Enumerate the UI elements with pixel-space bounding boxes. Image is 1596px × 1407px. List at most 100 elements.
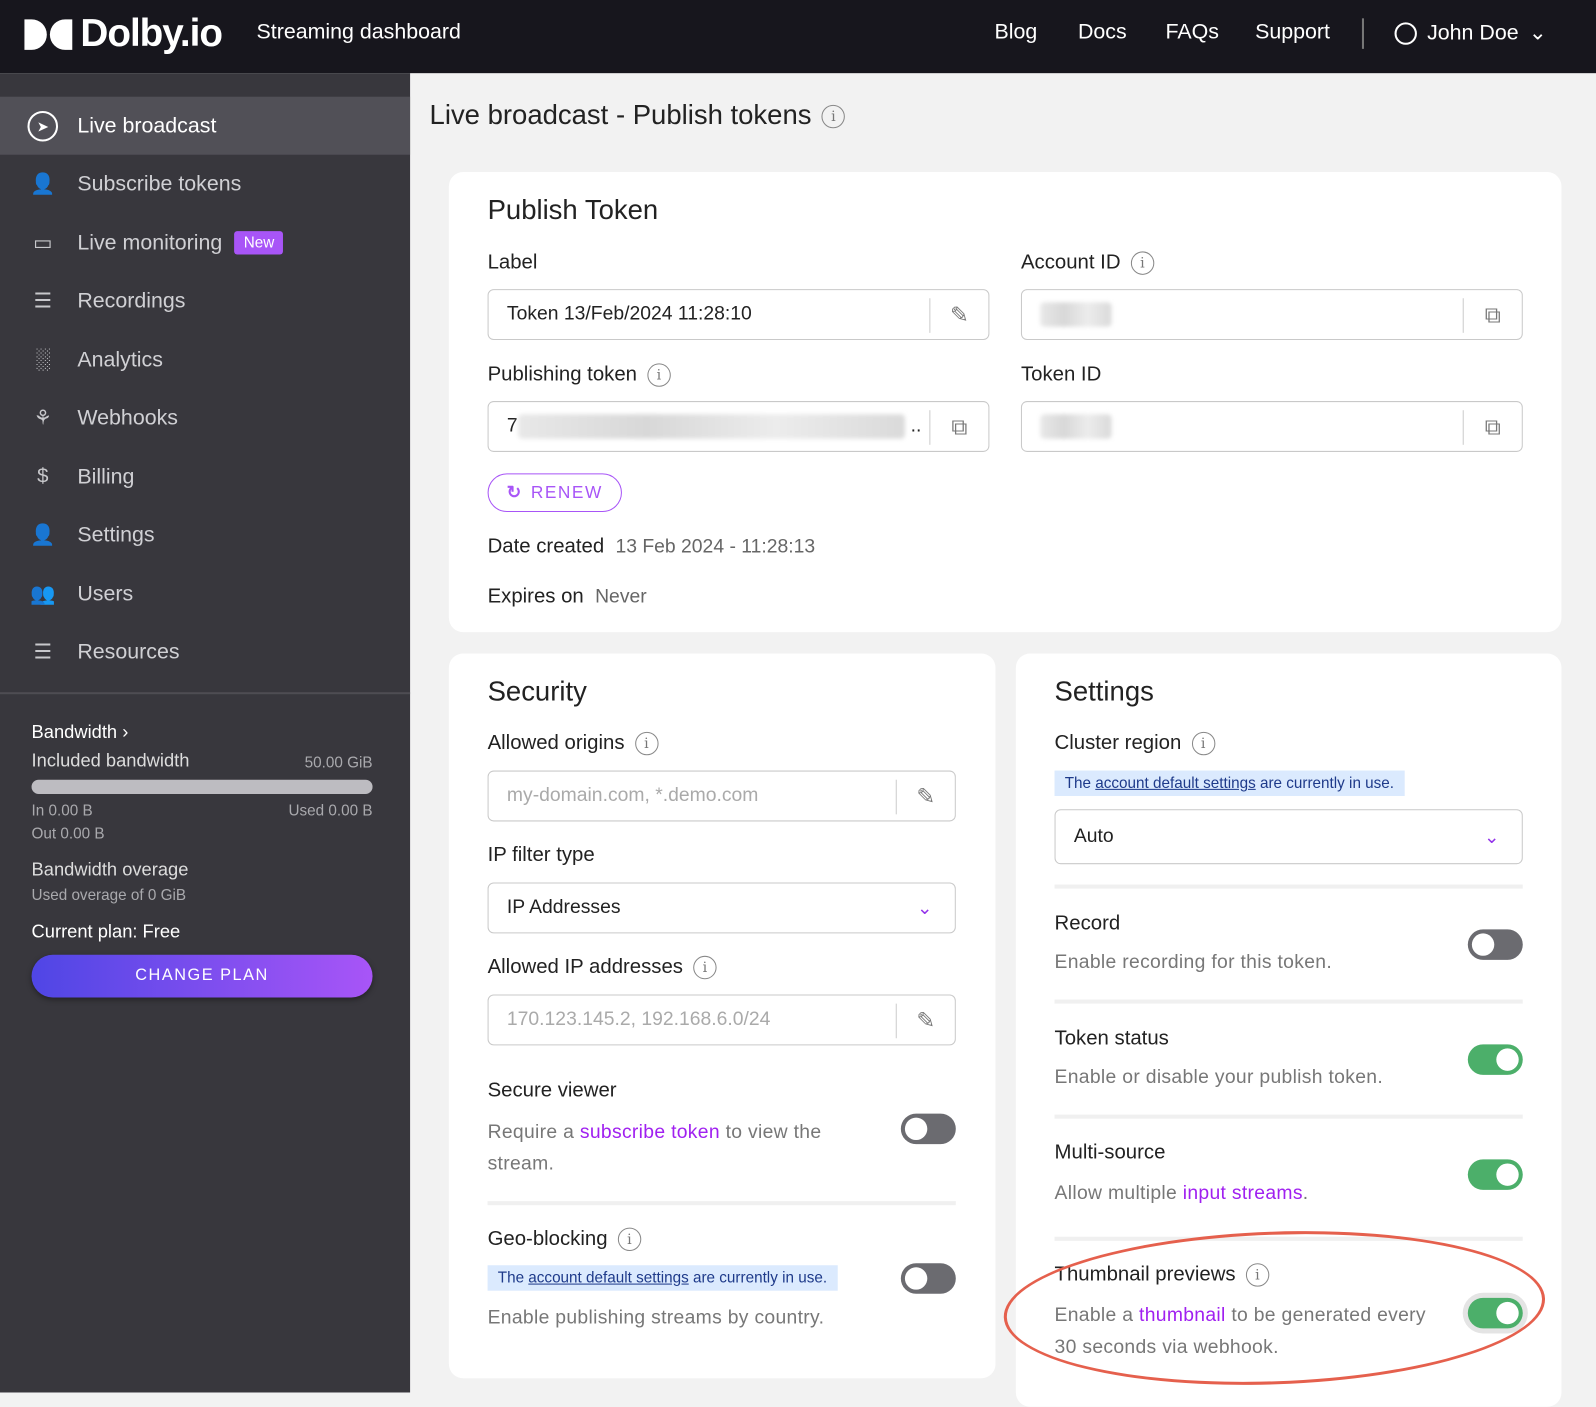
sidebar-item-label: Settings	[77, 522, 155, 547]
bar-chart-icon: ░	[35, 348, 50, 371]
expires-value: Never	[595, 586, 647, 608]
redacted-token-id	[1040, 414, 1112, 439]
divider	[1054, 999, 1523, 1004]
label-value: Token 13/Feb/2024 11:28:10	[506, 303, 752, 325]
publishing-token-label: Publishing token i	[487, 363, 671, 388]
info-icon[interactable]: i	[1245, 1263, 1270, 1287]
text: Require a	[487, 1121, 580, 1144]
sidebar-item-recordings[interactable]: ☰ Recordings	[0, 272, 410, 330]
sidebar-item-analytics[interactable]: ░ Analytics	[0, 331, 410, 389]
token-status-desc: Enable or disable your publish token.	[1054, 1066, 1384, 1089]
user-circle-icon	[1394, 21, 1417, 45]
user-menu[interactable]: John Doe ⌄	[1394, 20, 1547, 45]
edit-icon[interactable]: ✎	[895, 779, 955, 815]
info-icon[interactable]: i	[1130, 251, 1155, 276]
edit-icon[interactable]: ✎	[895, 1003, 955, 1039]
date-created-value: 13 Feb 2024 - 11:28:13	[615, 536, 816, 558]
expires-label: Expires on	[487, 585, 584, 608]
label-field[interactable]: Token 13/Feb/2024 11:28:10 ✎	[487, 289, 990, 340]
ip-filter-label: IP filter type	[487, 843, 595, 867]
chevron-down-icon: ⌄	[1484, 826, 1500, 847]
bandwidth-link[interactable]: Bandwidth ›	[32, 722, 129, 743]
thumbnail-previews-desc: Enable a thumbnail to be generated every…	[1055, 1300, 1452, 1363]
account-id-label: Account ID i	[1021, 251, 1155, 276]
sidebar: ➤ Live broadcast 👤 Subscribe tokens ▭ Live …	[0, 73, 411, 1393]
bandwidth-progress-bar	[31, 779, 373, 794]
copy-icon[interactable]: ⧉	[1462, 298, 1522, 333]
token-status-toggle[interactable]	[1467, 1044, 1523, 1075]
info-icon[interactable]: i	[634, 732, 659, 756]
main-content: Live broadcast - Publish tokens i Publish…	[410, 73, 1596, 1407]
settings-title: Settings	[1054, 675, 1154, 707]
text: .	[1302, 1182, 1309, 1205]
nav-docs[interactable]: Docs	[1077, 20, 1127, 44]
sidebar-item-settings[interactable]: 👤 Settings	[0, 506, 410, 564]
allowed-ips-label-text: Allowed IP addresses	[487, 955, 683, 979]
sidebar-item-subscribe-tokens[interactable]: 👤 Subscribe tokens	[0, 155, 410, 213]
text: to be generated every 30 seconds via web…	[1054, 1304, 1426, 1358]
allowed-origins-input[interactable]: my-domain.com, *.demo.com ✎	[487, 770, 956, 822]
dolby-logo[interactable]: Dolby.io	[24, 12, 223, 56]
sidebar-item-label: Webhooks	[77, 405, 178, 430]
text: are currently in use.	[1255, 774, 1395, 792]
info-icon[interactable]: i	[821, 105, 846, 129]
account-id-field[interactable]: ⧉	[1020, 289, 1523, 340]
page-title-text: Live broadcast - Publish tokens	[429, 99, 812, 131]
renew-button[interactable]: ↻ RENEW	[487, 473, 622, 513]
edit-icon[interactable]: ✎	[929, 298, 988, 333]
included-bandwidth-value: 50.00 GiB	[304, 754, 373, 772]
sidebar-item-live-monitoring[interactable]: ▭ Live monitoring New	[0, 214, 410, 272]
security-title: Security	[487, 675, 587, 707]
token-status-title: Token status	[1054, 1027, 1169, 1050]
allowed-ips-input[interactable]: 170.123.145.2, 192.168.6.0/24 ✎	[487, 994, 956, 1046]
info-icon[interactable]: i	[1191, 732, 1215, 756]
ip-filter-value: IP Addresses	[506, 896, 621, 919]
monitor-icon: ▭	[33, 232, 53, 255]
current-plan: Current plan: Free	[31, 921, 181, 942]
thumbnail-previews-toggle[interactable]	[1467, 1297, 1523, 1329]
cluster-value: Auto	[1073, 825, 1114, 847]
token-id-field[interactable]: ⧉	[1020, 401, 1523, 452]
list-icon: ☰	[33, 641, 52, 664]
sidebar-item-resources[interactable]: ☰ Resources	[0, 623, 410, 681]
geo-blocking-toggle[interactable]	[900, 1263, 956, 1294]
ip-filter-select[interactable]: IP Addresses ⌄	[487, 882, 956, 934]
geo-blocking-title: Geo-blocking i	[488, 1228, 642, 1252]
multi-source-toggle[interactable]	[1467, 1159, 1523, 1190]
info-icon[interactable]: i	[647, 363, 671, 388]
redacted-token	[517, 414, 905, 439]
publishing-token-label-text: Publishing token	[487, 363, 637, 386]
sidebar-item-live-broadcast[interactable]: ➤ Live broadcast	[0, 96, 411, 155]
nav-blog[interactable]: Blog	[994, 20, 1038, 44]
copy-icon[interactable]: ⧉	[1462, 410, 1522, 445]
nav-faqs[interactable]: FAQs	[1165, 20, 1219, 44]
cluster-region-select[interactable]: Auto ⌄	[1054, 809, 1523, 865]
app-title: Streaming dashboard	[256, 20, 461, 44]
sidebar-item-webhooks[interactable]: ⚘ Webhooks	[0, 389, 410, 447]
dollar-icon: $	[37, 465, 49, 488]
sidebar-item-billing[interactable]: $ Billing	[0, 448, 410, 506]
subscribe-token-link[interactable]: subscribe token	[579, 1121, 720, 1144]
text: Allow multiple	[1054, 1182, 1183, 1205]
placeholder: my-domain.com, *.demo.com	[506, 784, 759, 807]
security-card: Security Allowed origins i my-domain.com,…	[448, 653, 996, 1379]
change-plan-button[interactable]: CHANGE PLAN	[31, 954, 373, 998]
info-icon[interactable]: i	[617, 1227, 642, 1252]
secure-viewer-title: Secure viewer	[487, 1078, 617, 1102]
info-icon[interactable]: i	[693, 956, 717, 980]
copy-icon[interactable]: ⧉	[929, 410, 988, 445]
publishing-token-field[interactable]: 7.. ⧉	[487, 401, 990, 452]
nav-divider	[1361, 18, 1364, 49]
sidebar-item-users[interactable]: 👥 Users	[0, 565, 410, 623]
record-toggle[interactable]	[1467, 929, 1523, 960]
geo-blocking-desc: Enable publishing streams by country.	[487, 1306, 825, 1329]
included-bandwidth-label: Included bandwidth	[31, 750, 190, 771]
account-default-settings-link[interactable]: account default settings	[1095, 774, 1256, 792]
secure-viewer-toggle[interactable]	[900, 1113, 956, 1145]
nav-support[interactable]: Support	[1255, 20, 1330, 44]
thumbnail-link[interactable]: thumbnail	[1139, 1304, 1226, 1327]
input-streams-link[interactable]: input streams	[1182, 1182, 1303, 1205]
account-default-settings-link[interactable]: account default settings	[528, 1269, 689, 1287]
text: Enable a	[1054, 1304, 1140, 1327]
bandwidth-title: Bandwidth	[31, 721, 118, 743]
